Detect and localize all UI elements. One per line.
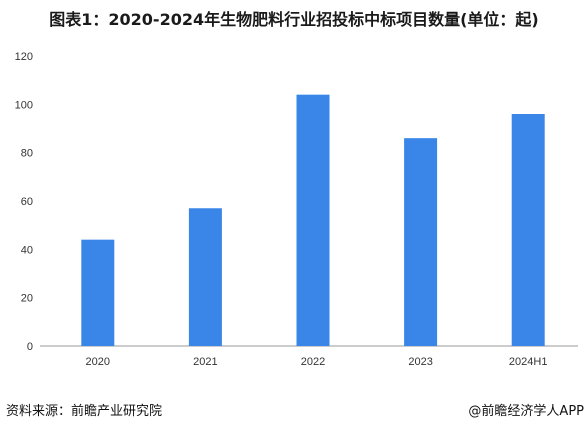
y-tick-label: 100	[15, 99, 33, 111]
bar-2024H1	[511, 114, 545, 346]
bar-2023	[404, 138, 438, 346]
y-tick-label: 40	[21, 244, 33, 256]
bars	[81, 94, 545, 347]
y-tick-label: 120	[15, 51, 33, 63]
y-axis-ticks: 0 20 40 60 80 100 120	[15, 51, 33, 353]
chart-title: 图表1：2020-2024年生物肥料行业招投标中标项目数量(单位：起)	[49, 10, 539, 29]
y-tick-label: 0	[27, 341, 33, 353]
x-tick-label: 2022	[301, 356, 325, 368]
bar-2022	[296, 94, 330, 347]
x-tick-label: 2024H1	[509, 356, 548, 368]
source-note: 资料来源：前瞻产业研究院	[6, 404, 163, 419]
x-tick-label: 2020	[86, 356, 110, 368]
x-tick-label: 2021	[193, 356, 217, 368]
bar-2021	[188, 208, 222, 346]
x-tick-label: 2023	[408, 356, 432, 368]
bar-2020	[81, 239, 115, 346]
x-axis-ticks: 2020 2021 2022 2023 2024H1	[86, 356, 548, 368]
y-tick-label: 20	[21, 293, 33, 305]
y-tick-label: 80	[21, 148, 33, 160]
brand-note: @前瞻经济学人APP	[468, 404, 584, 419]
y-tick-label: 60	[21, 196, 33, 208]
